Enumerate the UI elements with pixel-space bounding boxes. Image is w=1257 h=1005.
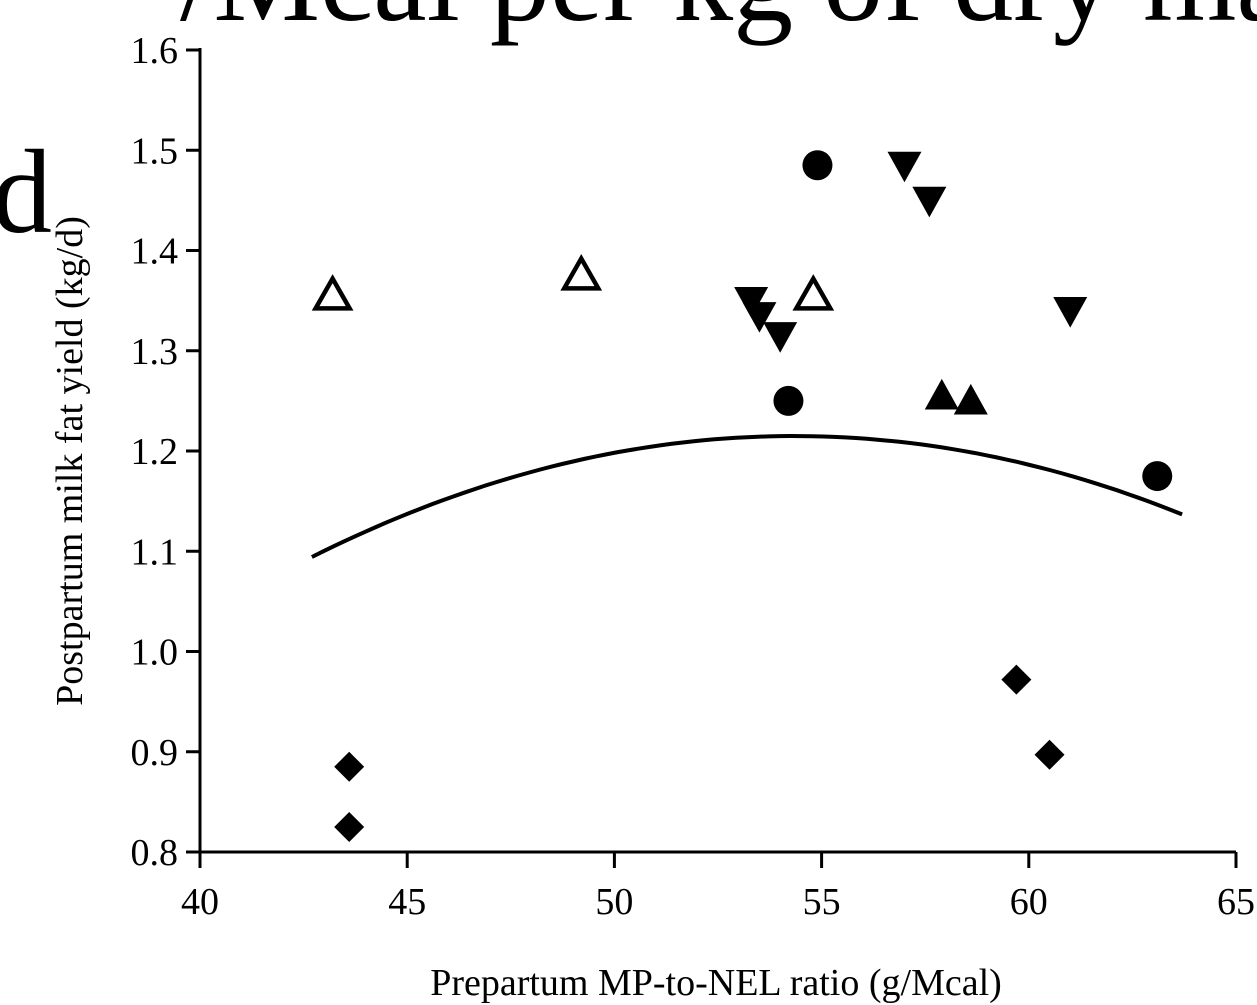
data-point-open-triangle	[311, 274, 354, 311]
data-point-diamond	[334, 751, 365, 782]
data-point-circle	[802, 150, 833, 181]
background-text-left: d	[0, 125, 52, 258]
data-point-triangle-down	[742, 302, 777, 333]
y-tick-label: 1.0	[131, 632, 179, 674]
x-tick-label: 50	[595, 881, 633, 923]
data-point-triangle-up	[953, 383, 988, 415]
data-point-open-triangle	[792, 274, 835, 311]
x-tick-label: 45	[388, 881, 426, 923]
data-point-open-triangle	[560, 254, 603, 291]
data-point-triangle-down	[763, 322, 798, 353]
y-tick-label: 1.6	[131, 30, 179, 72]
x-tick-label: 65	[1217, 881, 1255, 923]
fitted-curve	[311, 433, 1183, 559]
y-tick-label: 0.8	[131, 832, 179, 874]
axes	[198, 48, 1236, 854]
x-tick-label: 60	[1010, 881, 1048, 923]
data-point-triangle-up	[924, 378, 959, 410]
data-point-diamond	[334, 811, 365, 842]
y-tick-label: 1.3	[131, 331, 179, 373]
data-point-diamond	[1034, 739, 1065, 770]
background-text-top: /Mcal per kg of dry matter.	[180, 0, 1257, 46]
data-point-triangle-down	[1053, 297, 1088, 328]
y-tick-label: 1.1	[131, 531, 179, 573]
data-point-circle	[773, 385, 804, 416]
y-tick-label: 1.5	[131, 130, 179, 172]
data-point-circle	[1142, 461, 1173, 492]
x-axis-ticks: 40 45 50 55 60 65	[181, 852, 1255, 923]
data-points	[311, 150, 1173, 842]
data-point-diamond	[1001, 664, 1032, 695]
y-tick-label: 0.9	[131, 732, 179, 774]
y-tick-label: 1.2	[131, 431, 179, 473]
y-axis-ticks: 0.8 0.9 1.0 1.1 1.2 1.3 1.4 1.5 1.6	[131, 30, 200, 874]
data-point-triangle-down	[887, 151, 922, 183]
y-tick-label: 1.4	[131, 231, 179, 273]
x-tick-label: 55	[803, 881, 841, 923]
x-tick-label: 40	[181, 881, 219, 923]
y-axis-title: Postpartum milk fat yield (kg/d)	[49, 216, 91, 706]
data-point-triangle-down	[912, 186, 947, 218]
x-axis-title: Prepartum MP-to-NEL ratio (g/Mcal)	[430, 962, 1002, 1004]
